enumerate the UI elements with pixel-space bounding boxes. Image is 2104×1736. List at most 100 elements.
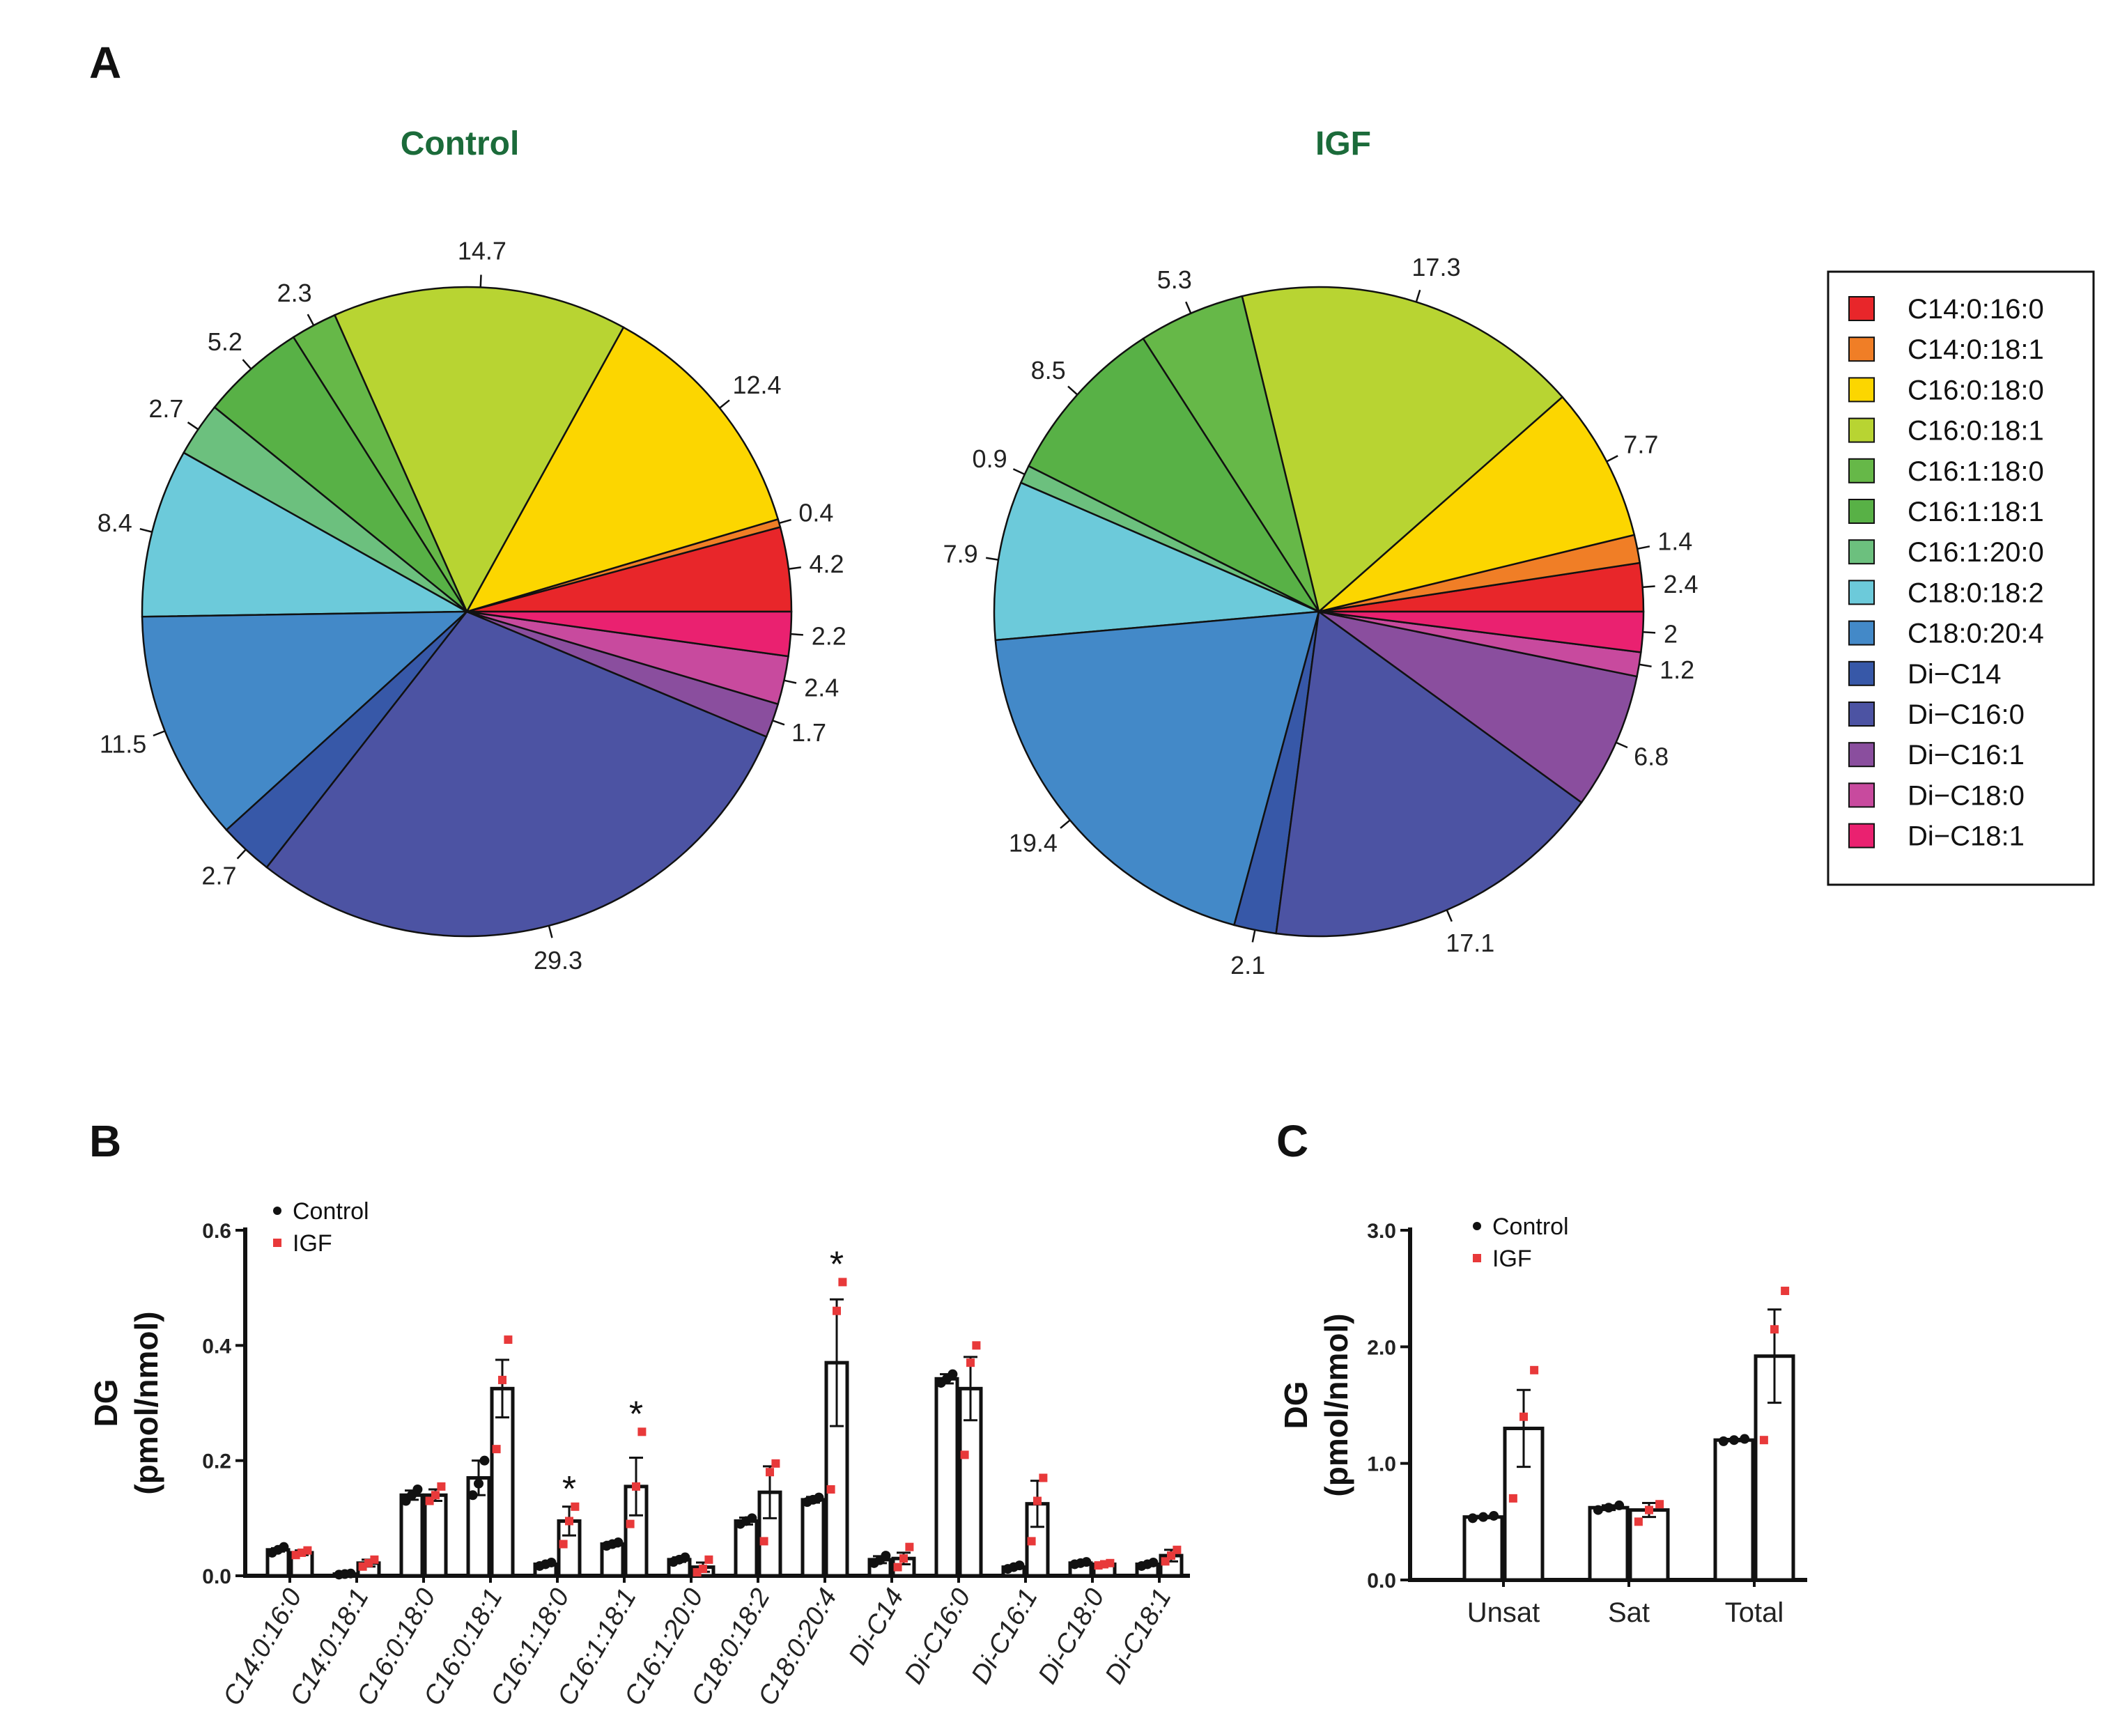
pie-title-igf: IGF [1315, 125, 1371, 162]
legend-swatch-c16-1-20-0 [1848, 539, 1875, 565]
pie-label-tick [1639, 663, 1652, 667]
point-di-c18-1-igf [1173, 1545, 1182, 1554]
pie-slice-di-c18-1 [466, 610, 793, 658]
point-c16-1-18-0-igf [559, 1540, 568, 1549]
significance-star: * [562, 1469, 576, 1510]
legend-label-di-c16-0: Di−C16:0 [1908, 699, 2025, 730]
point-sat-control [1604, 1503, 1614, 1513]
point-c16-0-18-1-igf [492, 1445, 501, 1454]
pie-slice-c16-0-18-1 [1241, 286, 1564, 614]
pie-label-tick [1606, 455, 1618, 463]
legend-label-di-c14: Di−C14 [1908, 659, 2002, 690]
legend-swatch-c16-1-18-0 [1848, 458, 1875, 483]
point-total-control [1729, 1435, 1739, 1446]
pie-slice-di-c16-0 [265, 610, 768, 938]
pie-value-label: 2.7 [201, 862, 236, 890]
pie-value-label: 1.7 [791, 718, 826, 747]
point-di-c16-1-igf [1039, 1473, 1048, 1482]
bar-unsat-control [1462, 1515, 1504, 1582]
pie-label-tick [1446, 909, 1453, 922]
legend-label-c14-0-18-1: C14:0:18:1 [1908, 334, 2044, 365]
point-c18-0-20-4-igf [826, 1485, 835, 1494]
pie-slice-c16-0-18-1 [333, 286, 625, 614]
point-sat-igf [1645, 1505, 1653, 1514]
pie-slice-c18-0-20-4 [141, 610, 470, 832]
point-c16-1-18-0-igf [565, 1517, 573, 1526]
y-axis-label-line2: (pmol/nmol) [1318, 1313, 1354, 1496]
pie-label-tick [242, 359, 252, 370]
pie-label-tick [1060, 819, 1071, 829]
point-sat-control [1593, 1505, 1603, 1515]
legend-label-control: Control [293, 1198, 369, 1225]
pie-value-label: 11.5 [100, 730, 146, 759]
pie-chart-igf: IGF 2.4 1.4 7.7 17.3 5.3 8.5 0.9 7.9 19.4 2.1 17.1 6… [943, 125, 1699, 979]
point-c16-1-18-1-igf [637, 1427, 647, 1436]
pie-value-label: 8.4 [98, 509, 132, 537]
y-axis-label-line2: (pmol/nmol) [128, 1311, 164, 1494]
point-total-igf [1781, 1287, 1790, 1296]
y-axis-label: DG (pmol/nmol) [1278, 1313, 1354, 1496]
pie-label-tick [790, 633, 803, 636]
y-tick-label: 0.0 [202, 1565, 231, 1588]
y-tick-label: 2.0 [1367, 1336, 1396, 1359]
point-c18-0-20-4-igf [833, 1306, 841, 1315]
pie-value-label: 14.7 [458, 236, 506, 265]
point-di-c18-0-control [1081, 1557, 1092, 1567]
pie-label-tick [307, 313, 315, 326]
legend-marker-igf [273, 1239, 281, 1247]
point-c16-1-20-0-control [680, 1552, 690, 1563]
legend-swatch-di-c14 [1848, 660, 1875, 686]
pie-value-label: 1.2 [1660, 656, 1694, 684]
pie-value-label: 17.1 [1446, 929, 1494, 957]
x-category-label: Di-C14 [843, 1584, 909, 1670]
y-tick-label: 1.0 [1367, 1453, 1396, 1476]
pie-label-tick [985, 557, 999, 561]
point-di-c16-1-igf [1033, 1496, 1042, 1505]
pie-value-label: 2 [1664, 620, 1678, 649]
pie-label-tick [778, 518, 791, 525]
point-c16-1-18-0-igf [571, 1502, 580, 1511]
point-di-c16-0-igf [972, 1341, 981, 1350]
legend-label-control: Control [1492, 1214, 1569, 1240]
pie-label-tick [784, 679, 797, 684]
error-bar-c18-0-20-4-igf [830, 1298, 844, 1427]
legend-label-c18-0-18-2: C18:0:18:2 [1908, 578, 2044, 608]
legend-swatch-c16-1-18-1 [1848, 499, 1875, 524]
point-total-control [1740, 1434, 1750, 1444]
legend-swatch-di-c18-0 [1848, 782, 1875, 808]
significance-star: * [629, 1394, 643, 1434]
pie-label-tick [236, 848, 247, 860]
x-category-label: Di-C18:1 [1099, 1584, 1177, 1689]
bar-c16-0-18-0-control [399, 1493, 424, 1578]
legend-swatch-di-c16-1 [1848, 742, 1875, 768]
pie-label-tick [187, 421, 199, 431]
point-unsat-control [1467, 1513, 1478, 1524]
legend-marker-igf [1473, 1254, 1481, 1262]
pie-value-label: 2.7 [148, 394, 183, 423]
pie-legend: C14:0:16:0 C14:0:18:1 C16:0:18:0 C16:0:18:1… [1827, 270, 2095, 886]
point-total-igf [1770, 1325, 1779, 1334]
point-di-c16-0-igf [966, 1358, 975, 1367]
point-c14-0-16-0-igf [303, 1546, 312, 1555]
point-di-c16-1-control [1014, 1560, 1025, 1571]
point-di-c14-control [881, 1551, 891, 1561]
panel-letter-b: B [89, 1116, 121, 1166]
y-axis-label: DG (pmol/nmol) [88, 1311, 164, 1494]
legend-label-c16-0-18-1: C16:0:18:1 [1908, 416, 2044, 447]
pie-value-label: 2.4 [804, 674, 839, 702]
pie-label-tick [153, 730, 166, 737]
pie-value-label: 29.3 [534, 946, 582, 975]
point-di-c14-igf [893, 1563, 902, 1572]
legend-swatch-c18-0-18-2 [1848, 580, 1875, 605]
point-di-c16-0-control [947, 1369, 958, 1379]
pie-label-tick [788, 566, 801, 570]
legend-label-c16-1-18-0: C16:1:18:0 [1908, 456, 2044, 487]
point-total-control [1718, 1436, 1728, 1446]
pie-value-label: 2.3 [277, 279, 312, 307]
point-c16-1-20-0-igf [699, 1565, 707, 1574]
point-c16-0-18-1-control [467, 1490, 478, 1501]
point-c16-0-18-1-control [479, 1455, 490, 1466]
pie-value-label: 19.4 [1009, 829, 1058, 858]
point-sat-igf [1634, 1517, 1643, 1526]
pie-slice-c18-0-18-2 [993, 481, 1320, 642]
